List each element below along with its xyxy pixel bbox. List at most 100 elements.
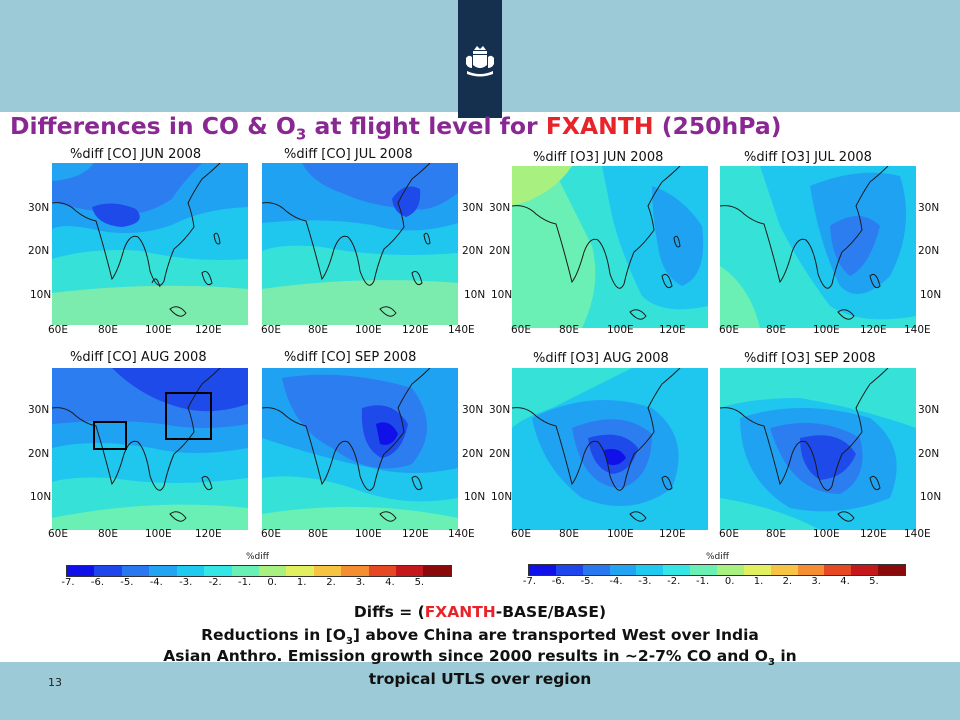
colorbar-tick-label: 3. [811, 576, 821, 587]
colorbar-tick-label: 4. [385, 577, 395, 588]
colorbar-swatch [690, 565, 718, 575]
colorbar-tick-label: -2. [208, 577, 222, 588]
colorbar-swatch [258, 566, 287, 576]
colorbar-swatch [636, 565, 664, 575]
lat-label: 30N [918, 202, 940, 214]
lon-label: 120E [402, 528, 429, 540]
map-o3-jul [720, 166, 916, 328]
colorbar-swatch [717, 565, 744, 575]
colorbar-tick-label: 0. [267, 577, 277, 588]
lat-label: 10N [30, 289, 52, 301]
colorbar-tick-label: -3. [179, 577, 193, 588]
lon-label: 100E [813, 324, 840, 336]
colorbar-swatch [231, 566, 259, 576]
lat-label: 30N [462, 404, 484, 416]
map-co-jun [52, 163, 248, 325]
lat-label: 10N [30, 491, 52, 503]
crest-icon [466, 46, 494, 77]
colorbar-tick-label: -5. [580, 576, 594, 587]
lat-label: 10N [464, 289, 486, 301]
map-title-co-jun: %diff [CO] JUN 2008 [70, 147, 202, 162]
lon-label: 120E [195, 324, 222, 336]
lat-label: 10N [491, 491, 513, 503]
colorbar-swatch [851, 565, 879, 575]
lat-label: 20N [918, 245, 940, 257]
map-title-o3-sep: %diff [O3] SEP 2008 [744, 351, 876, 366]
lat-label: 20N [462, 245, 484, 257]
colorbar-swatch [423, 566, 451, 576]
map-title-co-aug: %diff [CO] AUG 2008 [70, 350, 207, 365]
lon-label: 120E [402, 324, 429, 336]
lat-label: 30N [28, 404, 50, 416]
colorbar-tick-label: 5. [869, 576, 879, 587]
lat-label: 20N [918, 448, 940, 460]
lon-label: 60E [261, 324, 281, 336]
lon-label: 60E [48, 324, 68, 336]
slide-title: Differences in CO & O3 at flight level f… [10, 112, 782, 144]
lon-label: 80E [766, 528, 786, 540]
lon-label: 80E [308, 324, 328, 336]
colorbar-tick-label: -7. [522, 576, 536, 587]
lat-label: 30N [28, 202, 50, 214]
colorbar-tick-label: 0. [724, 576, 735, 587]
lon-label: 80E [308, 528, 328, 540]
lat-label: 10N [464, 491, 486, 503]
map-title-o3-jul: %diff [O3] JUL 2008 [744, 150, 872, 165]
colorbar-tick-label: -2. [667, 576, 681, 587]
colorbar-swatch [396, 566, 424, 576]
colorbar-swatch [313, 566, 342, 576]
lon-label: 140E [904, 324, 931, 336]
lat-label: 20N [28, 245, 50, 257]
colorbar-tick-label: -7. [61, 577, 75, 588]
colorbar-swatch [797, 565, 825, 575]
colorbar-tick-label: 2. [782, 576, 793, 587]
lat-label: 10N [920, 491, 942, 503]
lon-label: 60E [511, 324, 531, 336]
lon-label: 100E [355, 528, 382, 540]
lon-label: 100E [355, 324, 382, 336]
lon-label: 80E [766, 324, 786, 336]
lat-label: 30N [918, 404, 940, 416]
map-co-jul [262, 163, 458, 325]
lat-label: 30N [489, 202, 511, 214]
lon-label: 60E [261, 528, 281, 540]
colorbar-swatch [743, 565, 771, 575]
lat-label: 20N [489, 448, 511, 460]
lon-label: 100E [145, 528, 172, 540]
lon-label: 120E [659, 324, 686, 336]
lon-label: 100E [145, 324, 172, 336]
lat-label: 10N [491, 289, 513, 301]
colorbar-label-co: %diff [246, 552, 269, 562]
colorbar-co [66, 565, 452, 577]
caption-line-3: Asian Anthro. Emission growth since 2000… [163, 647, 797, 669]
colorbar-swatch [286, 566, 314, 576]
lon-label: 80E [98, 324, 118, 336]
caption-line-2: Reductions in [O3] above China are trans… [201, 626, 759, 648]
colorbar-swatch [121, 566, 150, 576]
map-title-o3-jun: %diff [O3] JUN 2008 [533, 150, 664, 165]
colorbar-tick-label: 1. [753, 576, 764, 587]
lat-label: 20N [462, 448, 484, 460]
lon-label: 60E [48, 528, 68, 540]
lon-label: 60E [719, 528, 739, 540]
map-co-aug [52, 368, 248, 530]
colorbar-swatch [67, 566, 95, 576]
colorbar-tick-label: -1. [696, 576, 710, 587]
colorbar-label-o3: %diff [706, 552, 729, 562]
lon-label: 60E [511, 528, 531, 540]
lat-label: 30N [462, 202, 484, 214]
colorbar-swatch [94, 566, 122, 576]
colorbar-swatch [609, 565, 637, 575]
lon-label: 120E [659, 528, 686, 540]
colorbar-swatch [582, 565, 610, 575]
lon-label: 120E [195, 528, 222, 540]
colorbar-swatch [878, 565, 906, 575]
lon-label: 80E [98, 528, 118, 540]
lat-label: 30N [489, 404, 511, 416]
colorbar-tick-label: 5. [414, 577, 425, 588]
colorbar-tick-label: -6. [551, 576, 565, 587]
lon-label: 80E [559, 324, 579, 336]
lon-label: 140E [448, 324, 475, 336]
caption-line-4: tropical UTLS over region [368, 670, 592, 688]
map-co-sep [262, 368, 458, 530]
